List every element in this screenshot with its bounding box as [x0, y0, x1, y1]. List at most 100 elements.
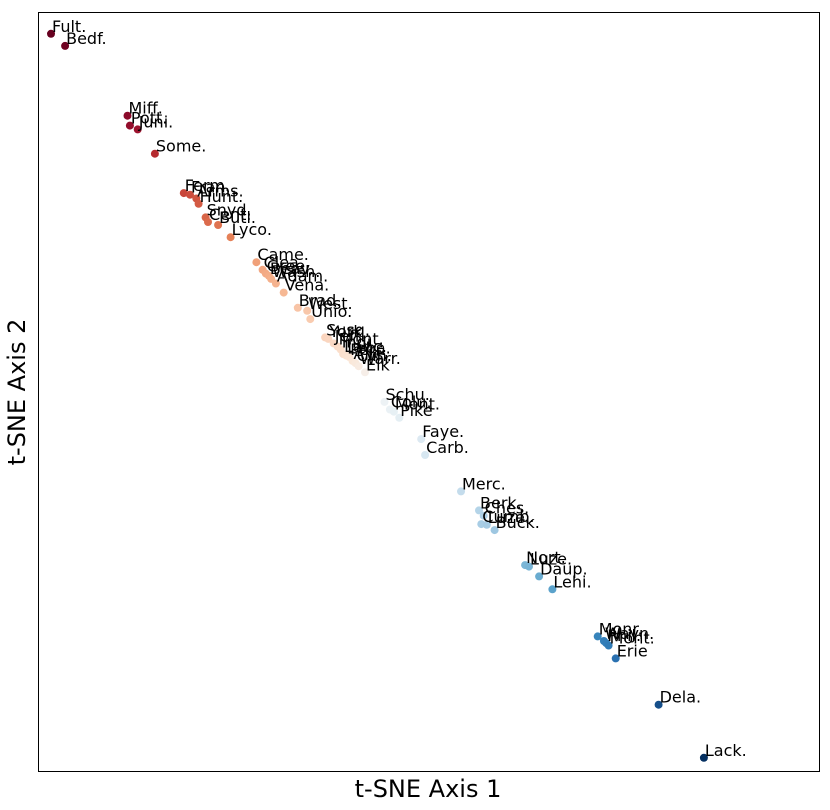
- point-label: Hunt.: [200, 187, 244, 206]
- point-label: Susq.: [326, 320, 370, 339]
- scatter-point: [479, 511, 488, 520]
- scatter-point: [604, 641, 613, 650]
- scatter-point: [535, 572, 544, 581]
- scatter-point: [252, 258, 261, 267]
- scatter-point: [150, 149, 159, 158]
- scatter-point: [654, 700, 663, 709]
- scatter-point: [204, 218, 212, 226]
- scatter-point: [306, 315, 315, 324]
- scatter-point: [361, 368, 369, 377]
- point-label: Wash.: [272, 262, 320, 281]
- scatter-point: [699, 753, 708, 762]
- point-label: Erie: [617, 641, 648, 660]
- point-label: Mont.: [395, 395, 440, 414]
- point-label: Some.: [156, 137, 206, 156]
- scatter-point: [293, 303, 302, 312]
- point-label: Clea.: [264, 253, 304, 272]
- scatter-point: [389, 407, 398, 416]
- scatter-point: [61, 41, 70, 50]
- point-label: Butl.: [219, 208, 256, 227]
- point-label: Came.: [257, 245, 309, 264]
- point-label: Mont.: [610, 629, 655, 648]
- scatter-point: [417, 435, 426, 444]
- point-label: Unio.: [311, 302, 352, 321]
- point-label: Phil.: [607, 626, 641, 645]
- plot-frame: [38, 12, 820, 772]
- point-label: Gree.: [267, 257, 310, 276]
- point-label: Monr.: [599, 619, 643, 638]
- scatter-point: [279, 288, 288, 297]
- point-label: Lanc.: [344, 337, 387, 356]
- x-axis-title: t-SNE Axis 1: [355, 775, 502, 803]
- point-label: Wayn.: [605, 624, 654, 643]
- point-label: Leba.: [347, 339, 391, 358]
- point-label: Mont.: [339, 330, 384, 349]
- point-label: Juni.: [138, 112, 174, 131]
- scatter-point: [133, 125, 142, 134]
- point-label: Luze.: [488, 508, 530, 527]
- scatter-point: [548, 585, 557, 594]
- point-label: Brad.: [299, 291, 342, 310]
- point-label: Daup.: [540, 559, 588, 578]
- point-label: Elk: [366, 355, 391, 374]
- point-label: Snyd.: [207, 200, 252, 219]
- point-label: Cumb.: [482, 507, 534, 526]
- scatter-point: [271, 279, 280, 288]
- point-label: Pott.: [131, 109, 168, 128]
- point-label: Merc.: [462, 474, 506, 493]
- scatter-point: [593, 632, 602, 641]
- point-label: Jeff.: [334, 326, 366, 345]
- point-label: Bedf.: [66, 29, 107, 48]
- scatter-point: [395, 413, 404, 422]
- point-label: Miff.: [129, 99, 163, 118]
- scatter-point: [421, 451, 430, 459]
- point-label: Luze.: [530, 550, 572, 569]
- scatter-point: [226, 233, 235, 242]
- point-label: Dela.: [660, 688, 702, 707]
- scatter-point: [482, 520, 491, 529]
- scatter-point: [611, 654, 620, 663]
- point-label: Adam.: [277, 267, 328, 286]
- point-label: Perr.: [350, 340, 385, 359]
- scatter-point: [214, 221, 223, 229]
- point-label: Nort.: [526, 548, 566, 567]
- point-label: Faye.: [422, 422, 464, 441]
- point-label: York: [328, 322, 363, 341]
- point-label: Vena.: [285, 276, 330, 295]
- scatter-point: [525, 562, 533, 571]
- scatter-point: [490, 526, 499, 535]
- point-label: Arms.: [197, 182, 243, 201]
- scatter-point: [125, 121, 134, 130]
- point-label: Warr.: [360, 349, 401, 368]
- point-label: Buck.: [496, 513, 540, 532]
- scatter-point: [303, 306, 312, 315]
- point-label: Ches.: [485, 499, 530, 518]
- point-label: Lack.: [705, 741, 747, 760]
- scatter-point: [47, 29, 55, 38]
- scatter-point: [186, 190, 194, 199]
- scatter-point: [354, 362, 363, 371]
- point-label: Fult.: [52, 17, 86, 36]
- scatter-point: [475, 506, 483, 515]
- scatter-point: [194, 199, 203, 208]
- point-label: Lehi.: [553, 572, 591, 591]
- scatter-point: [324, 334, 333, 343]
- point-label: Indi.: [342, 333, 377, 352]
- point-label: Ferm.: [185, 176, 230, 195]
- scatter-point: [457, 487, 465, 496]
- point-label: Schu.: [386, 385, 430, 404]
- point-label: West.: [308, 294, 352, 313]
- point-label: Carb.: [426, 438, 469, 457]
- scatter-point: [380, 397, 389, 406]
- point-label: Lyco.: [232, 220, 272, 239]
- point-label: Berk.: [480, 493, 522, 512]
- y-axis-title: t-SNE Axis 2: [3, 319, 31, 466]
- point-label: Alle.: [354, 344, 389, 363]
- scatter-point: [179, 189, 188, 198]
- point-label: Fran.: [191, 178, 231, 197]
- point-label: Beav.: [270, 259, 314, 278]
- scatter-point: [123, 111, 132, 120]
- point-label: Clin.: [357, 346, 392, 365]
- labels-layer: Fult.Bedf. Miff.Pott.Juni. Some. Ferm.Fran.…: [52, 17, 747, 760]
